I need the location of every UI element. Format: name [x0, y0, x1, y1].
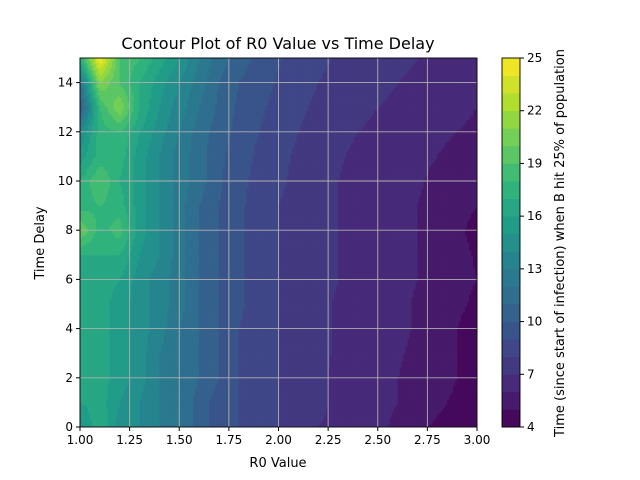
- chart-title: Contour Plot of R0 Value vs Time Delay: [121, 34, 434, 53]
- plot-area: [80, 58, 478, 428]
